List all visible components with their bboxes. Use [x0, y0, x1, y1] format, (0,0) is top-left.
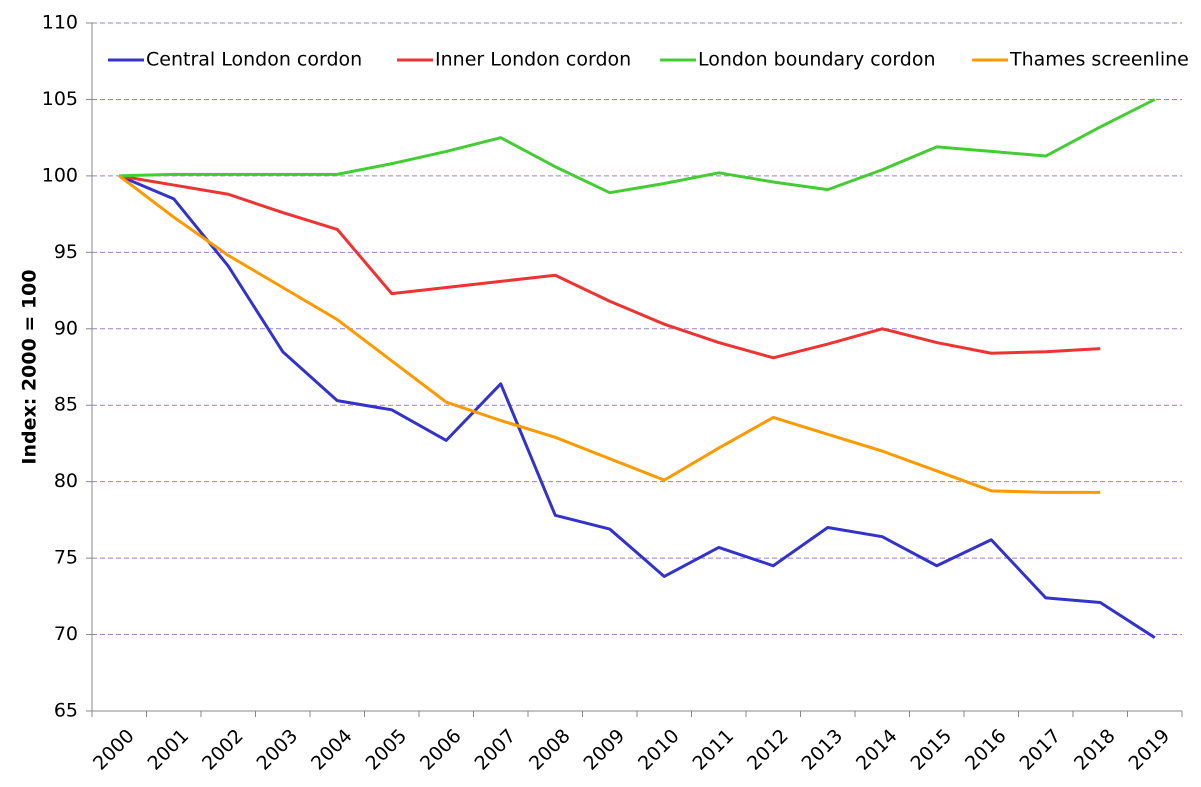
- y-tick-label: 105: [42, 88, 78, 110]
- x-tick-label: 2012: [743, 725, 793, 775]
- y-tick-label: 110: [42, 12, 78, 34]
- y-tick-label: 70: [54, 623, 78, 645]
- x-tick-label: 2010: [634, 725, 684, 775]
- x-tick-label: 2006: [416, 725, 466, 775]
- y-tick-label: 80: [54, 470, 78, 492]
- x-tick-label: 2018: [1070, 725, 1120, 775]
- legend-label: Thames screenline: [1009, 49, 1189, 71]
- x-tick-label: 2001: [143, 725, 193, 775]
- series-line: [119, 98, 1156, 195]
- x-tick-label: 2014: [852, 725, 902, 775]
- x-tick-label: 2000: [89, 725, 139, 775]
- y-tick-label: 75: [54, 547, 78, 569]
- x-tick-label: 2008: [525, 725, 575, 775]
- y-tick-label: 85: [54, 394, 78, 416]
- series-line: [118, 174, 1156, 639]
- x-tick-label: 2013: [797, 725, 847, 775]
- x-tick-label: 2004: [307, 725, 357, 775]
- x-tick-label: 2016: [961, 725, 1011, 775]
- x-tick-label: 2011: [688, 725, 738, 775]
- x-tick-label: 2009: [579, 725, 629, 775]
- series-line: [118, 174, 1101, 494]
- y-tick-label: 95: [54, 241, 78, 263]
- legend-label: London boundary cordon: [698, 49, 936, 71]
- series-line: [119, 174, 1101, 360]
- y-tick-label: 100: [42, 164, 78, 186]
- x-tick-label: 2007: [470, 725, 520, 775]
- y-tick-label: 90: [54, 317, 78, 339]
- x-tick-label: 2017: [1015, 725, 1065, 775]
- legend-label: Inner London cordon: [435, 49, 631, 71]
- legend-label: Central London cordon: [146, 49, 362, 71]
- x-tick-label: 2003: [252, 725, 302, 775]
- y-tick-label: 65: [54, 700, 78, 722]
- x-tick-label: 2002: [198, 725, 248, 775]
- x-tick-label: 2019: [1124, 725, 1174, 775]
- y-axis-label: Index: 2000 = 100: [19, 269, 41, 464]
- x-tick-label: 2005: [361, 725, 411, 775]
- x-tick-label: 2015: [906, 725, 956, 775]
